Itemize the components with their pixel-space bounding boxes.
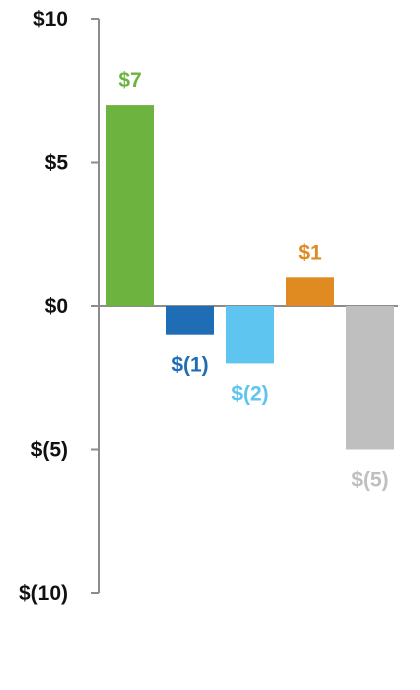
bars <box>106 105 394 450</box>
y-tick-label: $(5) <box>31 439 68 462</box>
y-tick-label: $5 <box>45 152 69 175</box>
bar <box>226 306 274 364</box>
y-tick-label: $(10) <box>19 582 68 605</box>
bar <box>166 306 214 335</box>
bar <box>286 277 334 306</box>
bar <box>106 105 154 306</box>
data-label: $(5) <box>351 469 388 492</box>
data-labels: $7 $(1) $(2) $1 $(5) <box>118 69 388 491</box>
data-label: $(2) <box>231 382 268 405</box>
data-label: $(1) <box>171 354 208 377</box>
bar <box>346 306 394 450</box>
y-tick-label: $0 <box>45 295 68 318</box>
y-axis: $10 $5 $0 $(5) $(10) <box>19 8 100 605</box>
y-tick-label: $10 <box>33 8 68 31</box>
data-label: $7 <box>118 69 141 92</box>
data-label: $1 <box>298 241 322 264</box>
